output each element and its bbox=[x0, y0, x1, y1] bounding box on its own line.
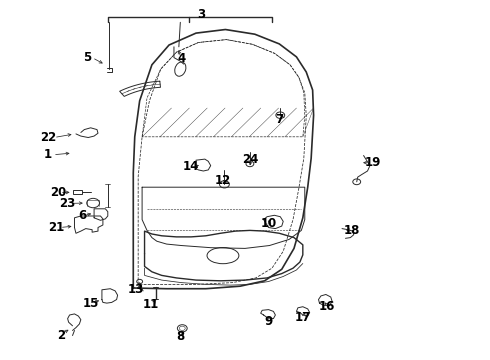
Text: 9: 9 bbox=[265, 315, 272, 328]
Text: 5: 5 bbox=[83, 51, 91, 64]
Text: 20: 20 bbox=[49, 186, 66, 199]
Text: 8: 8 bbox=[176, 330, 184, 343]
Text: 7: 7 bbox=[275, 113, 283, 126]
Text: 15: 15 bbox=[82, 297, 99, 310]
Text: 21: 21 bbox=[48, 221, 65, 234]
Text: 17: 17 bbox=[294, 311, 311, 324]
Text: 11: 11 bbox=[143, 298, 159, 311]
Text: 16: 16 bbox=[319, 300, 336, 313]
Text: 2: 2 bbox=[57, 329, 65, 342]
Text: 1: 1 bbox=[44, 148, 52, 161]
Text: 14: 14 bbox=[183, 160, 199, 173]
Text: 3: 3 bbox=[197, 8, 205, 21]
Text: 19: 19 bbox=[364, 156, 381, 169]
Text: 13: 13 bbox=[128, 283, 145, 296]
Text: 4: 4 bbox=[177, 52, 185, 65]
Text: 10: 10 bbox=[260, 217, 277, 230]
Text: 22: 22 bbox=[40, 131, 56, 144]
Text: 6: 6 bbox=[78, 209, 86, 222]
Text: 23: 23 bbox=[59, 197, 76, 210]
Text: 24: 24 bbox=[242, 153, 258, 166]
Text: 12: 12 bbox=[215, 174, 231, 187]
Text: 18: 18 bbox=[343, 224, 360, 237]
